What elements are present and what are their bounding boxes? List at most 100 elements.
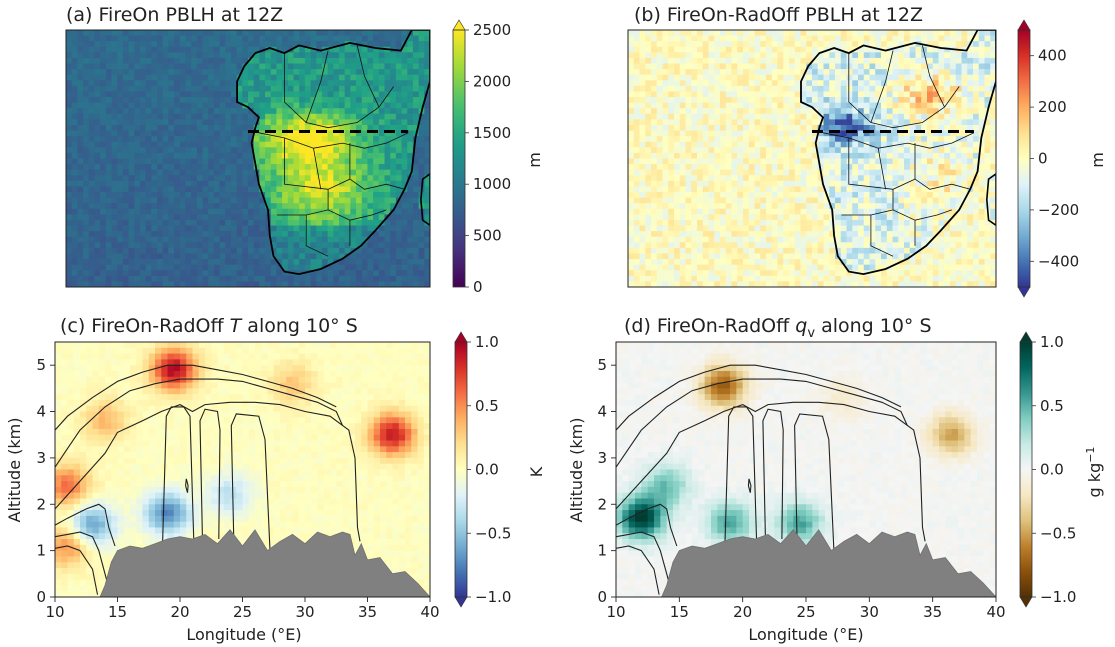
a-map-cell [367,57,374,65]
b-map-cell [702,119,710,126]
a-map-cell [145,169,152,176]
a-map-cell [242,231,249,238]
b-map-cell [714,97,721,104]
b-map-cell [743,52,750,59]
a-map-cell [304,281,312,287]
a-map-cell [310,124,317,132]
a-map-cell [401,175,408,182]
b-map-cell [875,57,882,65]
b-map-cell [961,57,968,65]
a-map-cell [242,69,249,76]
a-map-cell [344,91,351,98]
b-map-cell [679,69,687,76]
a-map-cell [151,136,158,143]
a-map-cell [179,91,187,98]
b-map-cell [760,130,767,137]
a-map-cell [236,152,243,160]
b-map-cell [973,130,980,137]
a-map-cell [356,124,363,132]
a-map-cell [378,119,386,126]
a-map-cell [208,253,215,260]
a-map-cell [384,192,391,199]
a-map-cell [412,52,420,59]
b-map-cell [656,80,664,87]
a-map-cell [191,141,198,148]
b-map-cell [725,141,733,148]
a-map-cell [100,203,107,210]
a-map-cell [390,41,397,48]
a-map-cell [179,180,187,188]
a-map-cell [208,164,215,171]
a-map-cell [361,158,369,165]
a-map-cell [299,102,306,109]
a-map-cell [242,74,249,81]
b-map-cell [754,52,761,59]
b-map-cell [852,41,859,48]
b-map-cell [679,192,687,199]
b-map-cell [961,175,968,182]
a-map-cell [162,214,169,221]
panel-a-map [65,29,431,288]
b-map-cell [656,169,664,176]
a-map-cell [66,270,73,277]
b-map-cell [651,69,658,76]
a-map-cell [225,225,232,232]
a-map-cell [339,197,346,204]
a-map-cell [248,253,255,260]
a-map-cell [77,158,84,165]
a-map-cell [162,141,169,148]
a-map-cell [390,35,397,42]
b-map-cell [921,124,928,132]
b-map-cell [737,186,744,193]
a-map-cell [179,85,187,93]
a-map-cell [128,80,135,87]
b-map-cell [633,124,641,132]
b-map-cell [829,85,836,93]
a-map-cell [151,236,158,243]
a-map-cell [270,236,278,243]
a-map-cell [145,164,152,171]
b-map-cell [766,91,773,98]
a-map-cell [213,97,221,104]
b-map-cell [645,108,652,115]
a-map-cell [384,74,391,81]
b-map-cell [806,164,813,171]
a-map-cell [361,136,369,143]
a-map-cell [219,63,226,70]
a-map-cell [77,119,84,126]
b-map-cell [754,30,761,37]
b-map-cell [846,147,853,154]
b-map-cell [731,180,738,188]
a-map-cell [151,102,158,109]
a-map-cell [356,141,363,148]
a-map-cell [83,124,90,132]
a-map-cell [94,35,101,42]
a-map-cell [179,130,187,137]
a-map-cell [225,192,232,199]
b-map-cell [702,136,710,143]
a-map-cell [259,208,266,215]
a-map-cell [395,108,403,115]
b-map-cell [909,130,917,137]
b-map-cell [668,164,675,171]
b-map-cell [685,119,692,126]
b-map-cell [909,69,917,76]
b-map-cell [794,152,802,160]
a-map-cell [401,281,408,287]
a-map-cell [191,164,198,171]
a-map-cell [339,164,346,171]
a-map-cell [287,164,295,171]
a-map-cell [213,46,221,53]
a-map-cell [242,236,249,243]
b-map-cell [944,180,951,188]
a-map-cell [225,231,232,238]
a-map-cell [219,259,226,266]
b-map-cell [892,85,899,93]
a-map-cell [316,97,323,104]
a-map-cell [339,35,346,42]
b-map-cell [950,41,957,48]
b-map-cell [662,169,669,176]
a-map-cell [310,63,317,70]
b-map-cell [984,158,991,165]
